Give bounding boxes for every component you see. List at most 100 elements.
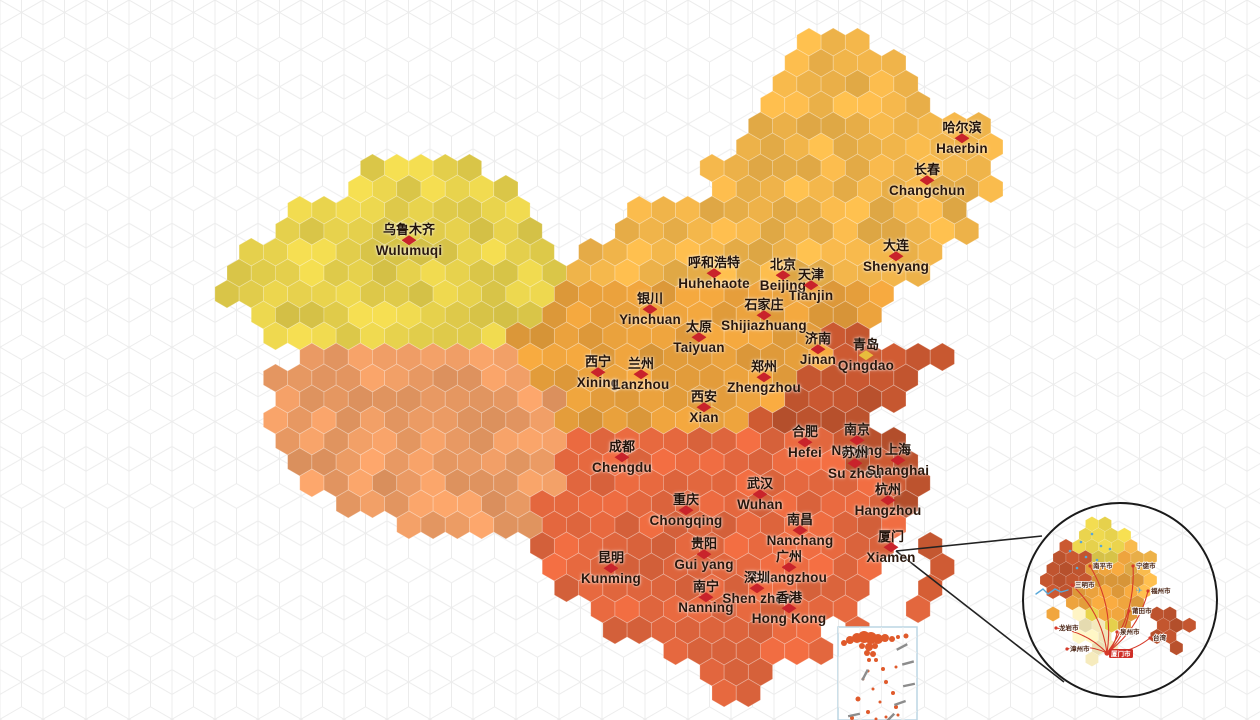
city-marker-diamond-icon[interactable] xyxy=(696,549,712,560)
city-name-en: Beijing xyxy=(759,278,807,294)
city-label-chongqing[interactable]: 重庆 Chongqing xyxy=(649,493,722,529)
city-marker-diamond-icon[interactable] xyxy=(781,603,797,614)
water-dot xyxy=(1068,549,1072,553)
city-label-haerbin[interactable]: 哈尔滨 Haerbin xyxy=(936,121,988,157)
city-label-xiamen[interactable]: 厦门 Xiamen xyxy=(866,530,915,566)
city-label-kunming[interactable]: 昆明 Kunming xyxy=(581,551,641,587)
island-dot xyxy=(894,665,898,669)
city-label-nanning[interactable]: 南宁 Nanning xyxy=(678,580,733,616)
city-label-shijiazhuang[interactable]: 石家庄 Shijiazhuang xyxy=(721,298,807,334)
city-marker-diamond-icon[interactable] xyxy=(888,251,904,262)
island-dot xyxy=(896,713,900,717)
city-name-en: Wuhan xyxy=(737,497,783,513)
city-marker-diamond-icon[interactable] xyxy=(749,583,765,594)
city-label-hangzhou[interactable]: 杭州 Hangzhou xyxy=(855,483,922,519)
island-dot xyxy=(889,636,895,642)
water-dot xyxy=(1075,566,1079,570)
city-marker-diamond-icon[interactable] xyxy=(756,310,772,321)
city-marker-diamond-icon[interactable] xyxy=(797,437,813,448)
island-dot xyxy=(891,691,895,695)
city-label-wulumuqi[interactable]: 乌鲁木齐 Wulumuqi xyxy=(376,223,443,259)
route-line xyxy=(1106,590,1149,654)
hex-tile xyxy=(735,678,761,708)
city-label-tianjin[interactable]: 天津 Tianjin xyxy=(789,268,834,304)
city-marker-diamond-icon[interactable] xyxy=(756,372,772,383)
city-marker-diamond-icon[interactable] xyxy=(890,455,906,466)
city-label-xian[interactable]: 西安 Xian xyxy=(689,390,718,426)
city-label-shanghai[interactable]: 上海 Shanghai xyxy=(867,443,929,479)
city-name-en: Xining xyxy=(576,375,620,391)
city-label-shen-zhen[interactable]: 深圳 Shen zhen xyxy=(722,571,791,607)
callout-line xyxy=(895,535,1043,552)
city-name-cn: 合肥 xyxy=(791,424,819,440)
city-label-chengdu[interactable]: 成都 Chengdu xyxy=(592,440,652,476)
city-name-en: Hangzhou xyxy=(854,503,922,519)
city-marker-diamond-icon[interactable] xyxy=(590,367,606,378)
island-dot xyxy=(903,633,909,639)
city-name-cn: 上海 xyxy=(884,442,912,458)
city-marker-diamond-icon[interactable] xyxy=(642,304,658,315)
city-label-huhehaote[interactable]: 呼和浩特 Huhehaote xyxy=(678,256,750,292)
city-label-nanchang[interactable]: 南昌 Nanchang xyxy=(767,513,834,549)
city-marker-diamond-icon[interactable] xyxy=(696,402,712,413)
city-marker-diamond-icon[interactable] xyxy=(781,562,797,573)
city-name-en: Hefei xyxy=(787,445,823,461)
city-label-zhengzhou[interactable]: 郑州 Zhengzhou xyxy=(727,360,801,396)
island-dot xyxy=(874,658,878,662)
hex-tile-island xyxy=(808,636,834,666)
city-label-xining[interactable]: 西宁 Xining xyxy=(577,355,619,391)
city-marker-diamond-icon[interactable] xyxy=(858,350,874,361)
city-name-en: Nanchang xyxy=(766,533,834,549)
route-line xyxy=(1066,646,1108,654)
city-marker-diamond-icon[interactable] xyxy=(792,525,808,536)
city-label-changchun[interactable]: 长春 Changchun xyxy=(889,163,965,199)
city-name-en: Nanning xyxy=(678,600,734,616)
city-label-shenyang[interactable]: 大连 Shenyang xyxy=(863,239,929,275)
city-marker-diamond-icon[interactable] xyxy=(752,489,768,500)
city-name-cn: 南宁 xyxy=(692,579,719,595)
city-label-qingdao[interactable]: 青岛 Qingdao xyxy=(838,338,894,374)
city-marker-diamond-icon[interactable] xyxy=(883,542,899,553)
city-name-en: Gui yang xyxy=(674,557,734,573)
city-label-hong-kong[interactable]: 香港 Hong Kong xyxy=(752,591,827,627)
city-name-cn: 南昌 xyxy=(786,512,814,528)
city-label-beijing[interactable]: 北京 Beijing xyxy=(760,258,806,294)
city-marker-diamond-icon[interactable] xyxy=(614,452,630,463)
city-label-wuhan[interactable]: 武汉 Wuhan xyxy=(737,477,783,513)
south-china-sea-inset xyxy=(837,626,918,720)
island-dot xyxy=(870,651,876,657)
city-label-guangzhou[interactable]: 广州 Guangzhou xyxy=(751,550,827,586)
city-marker-diamond-icon[interactable] xyxy=(880,495,896,506)
city-marker-diamond-icon[interactable] xyxy=(678,505,694,516)
city-label-gui-yang[interactable]: 贵阳 Gui yang xyxy=(674,537,733,573)
city-marker-diamond-icon[interactable] xyxy=(698,592,714,603)
city-label-taiyuan[interactable]: 太原 Taiyuan xyxy=(673,320,724,356)
city-name-cn: 天津 xyxy=(797,267,824,283)
city-label-yinchuan[interactable]: 银川 Yinchuan xyxy=(619,292,681,328)
hex-tile xyxy=(1182,617,1197,634)
city-marker-diamond-icon[interactable] xyxy=(847,458,863,469)
city-name-en: Huhehaote xyxy=(678,276,750,292)
city-label-jinan[interactable]: 济南 Jinan xyxy=(800,332,836,368)
city-marker-diamond-icon[interactable] xyxy=(706,268,722,279)
city-marker-diamond-icon[interactable] xyxy=(775,270,791,281)
city-marker-diamond-icon[interactable] xyxy=(919,175,935,186)
city-marker-diamond-icon[interactable] xyxy=(603,563,619,574)
city-marker-diamond-icon[interactable] xyxy=(691,332,707,343)
city-marker-diamond-icon[interactable] xyxy=(849,435,865,446)
city-label-lanzhou[interactable]: 兰州 Lanzhou xyxy=(613,357,670,393)
island-dot xyxy=(884,715,888,719)
city-label-hefei[interactable]: 合肥 Hefei xyxy=(788,425,822,461)
island-dot xyxy=(873,634,883,644)
city-name-en: Jinan xyxy=(799,352,837,368)
city-marker-diamond-icon[interactable] xyxy=(803,280,819,291)
city-marker-diamond-icon[interactable] xyxy=(810,344,826,355)
city-marker-diamond-icon[interactable] xyxy=(633,369,649,380)
city-label-su-zhou[interactable]: 苏州 Su zhou xyxy=(828,446,882,482)
city-label-nanjing[interactable]: 南京 Nanjing xyxy=(832,423,883,459)
city-marker-diamond-icon[interactable] xyxy=(954,133,970,144)
china-hex-mosaic xyxy=(214,27,1004,708)
inset-city-label: 龙岩市 xyxy=(1058,623,1079,632)
city-marker-diamond-icon[interactable] xyxy=(401,235,417,246)
